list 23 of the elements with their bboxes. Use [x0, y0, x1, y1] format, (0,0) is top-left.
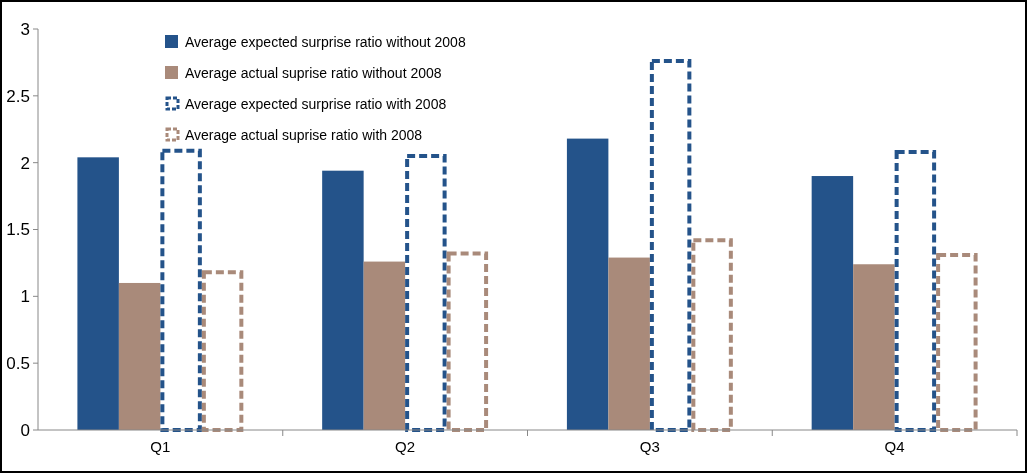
bar — [853, 264, 895, 430]
bar — [322, 170, 364, 430]
legend-label: Average expected surprise ratio without 2008 — [185, 33, 466, 50]
y-tick-label: 1.5 — [6, 220, 30, 240]
bar — [566, 138, 609, 430]
bar — [363, 261, 406, 430]
x-tick-label: Q4 — [884, 438, 905, 455]
y-tick-label: 1 — [20, 287, 30, 307]
x-tick-label: Q2 — [395, 438, 416, 455]
x-tick-label: Q3 — [639, 438, 660, 455]
y-tick-label: 2.5 — [6, 86, 30, 106]
legend-label: Average expected surprise ratio with 2008 — [185, 95, 447, 112]
y-tick-label: 3 — [20, 19, 30, 39]
bar — [811, 176, 854, 430]
x-tick-label: Q1 — [150, 438, 171, 455]
y-tick-label: 0 — [20, 420, 30, 440]
bar — [77, 157, 119, 430]
bar — [608, 257, 650, 430]
y-tick-label: 0.5 — [6, 354, 30, 374]
y-tick-label: 2 — [20, 153, 30, 173]
legend-label: Average actual suprise ratio with 2008 — [185, 126, 423, 143]
bar — [118, 282, 161, 430]
legend-label: Average actual suprise ratio without 2008 — [185, 64, 442, 81]
